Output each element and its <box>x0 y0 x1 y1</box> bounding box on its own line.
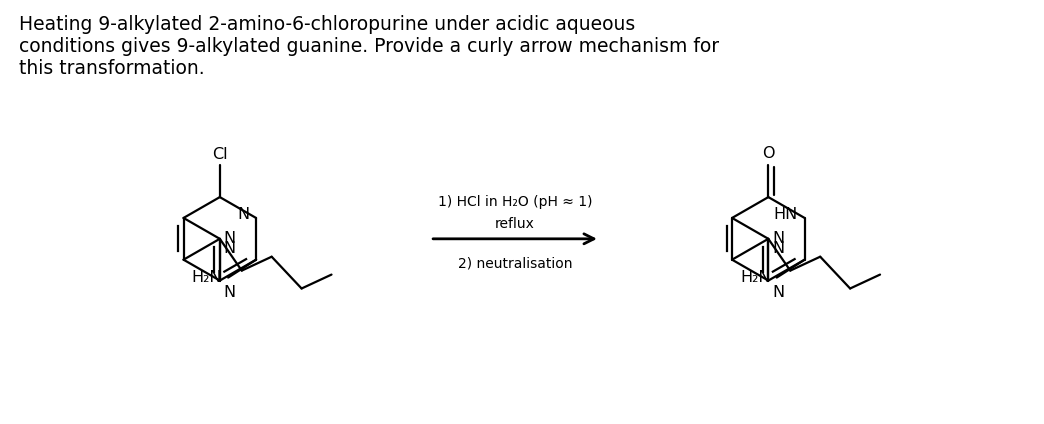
Text: H₂N: H₂N <box>192 270 222 285</box>
Text: N: N <box>237 207 250 223</box>
Text: N: N <box>773 285 784 299</box>
Text: N: N <box>223 241 236 256</box>
Text: H₂N: H₂N <box>740 270 770 285</box>
Text: N: N <box>773 241 784 256</box>
Text: N: N <box>223 232 236 246</box>
Text: N: N <box>773 232 784 246</box>
Text: reflux: reflux <box>495 217 535 231</box>
Text: Cl: Cl <box>212 147 228 162</box>
Text: N: N <box>223 285 236 299</box>
Text: O: O <box>762 146 775 162</box>
Text: Heating 9-alkylated 2-amino-6-chloropurine under acidic aqueous
conditions gives: Heating 9-alkylated 2-amino-6-chloropuri… <box>20 15 719 78</box>
Text: 2) neutralisation: 2) neutralisation <box>457 257 572 271</box>
Text: HN: HN <box>774 207 798 223</box>
Text: 1) HCl in H₂O (pH ≈ 1): 1) HCl in H₂O (pH ≈ 1) <box>437 195 592 209</box>
